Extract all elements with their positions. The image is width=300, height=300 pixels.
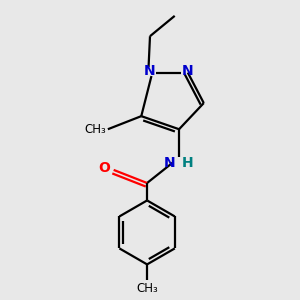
Text: O: O <box>98 161 110 176</box>
Text: N: N <box>164 156 176 170</box>
Text: N: N <box>144 64 156 78</box>
Text: H: H <box>182 156 193 170</box>
Text: CH₃: CH₃ <box>85 123 106 136</box>
Text: N: N <box>182 64 194 78</box>
Text: CH₃: CH₃ <box>136 282 158 295</box>
